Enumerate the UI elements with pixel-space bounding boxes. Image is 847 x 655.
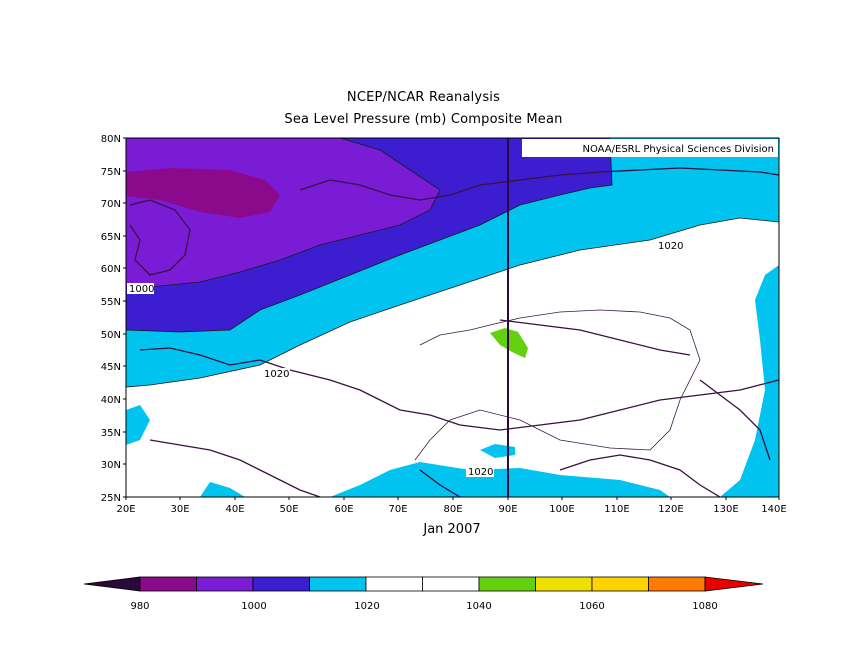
- colorbar-label: 1080: [692, 601, 717, 612]
- lon-tick-label: 40E: [225, 504, 244, 515]
- longitude-axis: 20E 30E 40E 50E 60E 70E 80E 90E 100E 110…: [116, 504, 786, 515]
- lon-tick-label: 30E: [170, 504, 189, 515]
- lat-tick-label: 45N: [101, 362, 121, 373]
- lon-tick-marks: [125, 497, 780, 500]
- lon-tick-label: 100E: [549, 504, 574, 515]
- lon-tick-label: 90E: [498, 504, 517, 515]
- latitude-axis: 80N 75N 70N 65N 60N 55N 50N 45N 40N 35N …: [101, 134, 121, 504]
- lon-tick-label: 70E: [388, 504, 407, 515]
- colorbar-label: 1000: [241, 601, 266, 612]
- colorbar-swatch: [478, 576, 536, 592]
- colorbar-swatch: [422, 576, 480, 592]
- lon-tick-label: 20E: [116, 504, 135, 515]
- contour-label: 1020: [658, 241, 683, 252]
- coastlines: [129, 167, 779, 497]
- colorbar-labels: 980 1000 1020 1040 1060 1080: [130, 601, 717, 612]
- lat-tick-label: 70N: [101, 199, 121, 210]
- contour-label: 1020: [468, 467, 493, 478]
- period-label: Jan 2007: [422, 522, 480, 537]
- lon-tick-label: 130E: [713, 504, 738, 515]
- contour-label: 1000: [129, 284, 154, 295]
- colorbar-swatch: [196, 576, 254, 592]
- credit-text: NOAA/ESRL Physical Sciences Division: [583, 144, 775, 155]
- fill-1010-1020-sw: [200, 482, 245, 497]
- colorbar-swatch: [252, 576, 310, 592]
- colorbar-label: 980: [130, 601, 149, 612]
- contour-lines: [126, 138, 779, 461]
- lat-tick-label: 35N: [101, 428, 121, 439]
- fill-1010-1020-patch: [480, 444, 515, 458]
- colorbar-swatch: [365, 576, 423, 592]
- contour-label-group: 1000 1020 1020 1020: [127, 240, 684, 478]
- colorbar-swatch: [648, 576, 706, 592]
- colorbar-swatch: [535, 576, 593, 592]
- colorbar-swatch: [591, 576, 649, 592]
- lon-tick-label: 50E: [279, 504, 298, 515]
- map-title: NCEP/NCAR Reanalysis: [346, 90, 501, 105]
- lon-tick-label: 80E: [443, 504, 462, 515]
- lat-tick-label: 60N: [101, 264, 121, 275]
- lon-tick-label: 140E: [761, 504, 786, 515]
- colorbar: [83, 576, 764, 592]
- colorbar-arrow-high: [704, 576, 764, 592]
- fill-1010-1020-w: [126, 405, 150, 445]
- lon-tick-label: 60E: [334, 504, 353, 515]
- lat-tick-label: 40N: [101, 395, 121, 406]
- lat-tick-label: 25N: [101, 493, 121, 504]
- lat-tick-label: 80N: [101, 134, 121, 145]
- lat-tick-marks: [123, 137, 126, 498]
- filled-contours: [126, 138, 779, 497]
- colorbar-arrow-low: [83, 576, 141, 592]
- credit-box: [522, 139, 778, 157]
- colorbar-label: 1020: [354, 601, 379, 612]
- colorbar-swatch: [309, 576, 367, 592]
- lon-tick-label: 110E: [604, 504, 629, 515]
- colorbar-label: 1040: [466, 601, 491, 612]
- lat-tick-label: 30N: [101, 460, 121, 471]
- map-subtitle: Sea Level Pressure (mb) Composite Mean: [284, 112, 563, 127]
- contour-label: 1020: [264, 369, 289, 380]
- lat-tick-label: 65N: [101, 232, 121, 243]
- lat-tick-label: 50N: [101, 330, 121, 341]
- fill-1010-1020-east: [720, 265, 779, 497]
- colorbar-label: 1060: [579, 601, 604, 612]
- lat-tick-label: 55N: [101, 297, 121, 308]
- colorbar-swatch: [139, 576, 197, 592]
- lon-tick-label: 120E: [658, 504, 683, 515]
- fill-980-990: [126, 168, 280, 218]
- lat-tick-label: 75N: [101, 167, 121, 178]
- fill-1010-1020-south: [330, 462, 670, 497]
